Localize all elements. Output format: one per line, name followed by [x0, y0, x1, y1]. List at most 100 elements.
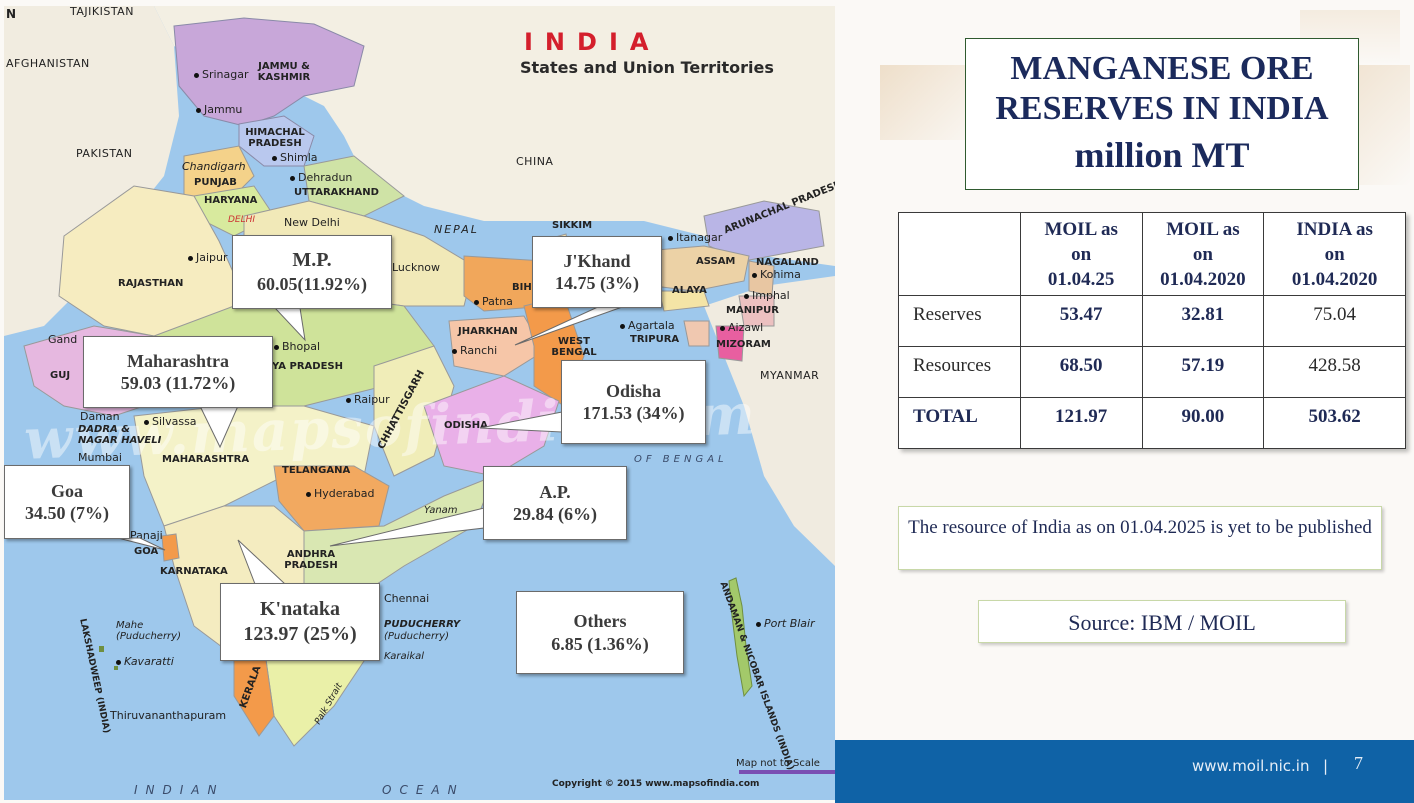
- goa-pointer: [117, 537, 166, 551]
- callout-mp: M.P. 60.05(11.92%): [232, 235, 392, 309]
- label-kohima: Kohima: [752, 268, 801, 281]
- label-madhya-pradesh: YA PRADESH: [272, 361, 343, 372]
- callout-goa-value: 34.50 (7%): [25, 503, 109, 523]
- label-odisha: ODISHA: [444, 420, 488, 431]
- table-row: TOTAL 121.97 90.00 503.62: [898, 397, 1406, 449]
- label-mahe: Mahe (Puducherry): [116, 620, 181, 642]
- label-manipur: MANIPUR: [726, 305, 779, 316]
- label-goa: GOA: [134, 546, 159, 557]
- label-bhopal: Bhopal: [274, 340, 320, 353]
- state-uttarakhand: [303, 155, 405, 217]
- slide-title-box: MANGANESE ORE RESERVES IN INDIA million …: [965, 38, 1359, 190]
- cell-value: 90.00: [1141, 397, 1265, 449]
- label-punjab: PUNJAB: [194, 177, 237, 188]
- map-copyright: Copyright © 2015 www.mapsofindia.com: [552, 779, 760, 789]
- label-karaikal: Karaikal: [384, 651, 425, 662]
- source-text: Source: IBM / MOIL: [1068, 610, 1256, 635]
- row-label-reserves: Reserves: [898, 295, 1021, 347]
- label-tripura: TRIPURA: [630, 334, 680, 345]
- callout-others-name: Others: [573, 611, 627, 631]
- footer-url-link[interactable]: www.moil.nic.in: [1192, 757, 1310, 775]
- label-indian-ocean-1: INDIAN: [134, 783, 225, 797]
- label-telangana: TELANGANA: [282, 465, 351, 476]
- lakshadweep-islands: [99, 646, 118, 670]
- cell-value: 32.81: [1141, 295, 1265, 347]
- label-myanmar: MYANMAR: [760, 369, 820, 382]
- page-number: 7: [1354, 753, 1363, 773]
- callout-maharashtra-value: 59.03 (11.72%): [120, 373, 236, 393]
- row-label-resources: Resources: [898, 346, 1021, 398]
- table-header-moil-2020: MOIL as on 01.04.2020: [1141, 212, 1265, 296]
- state-meghalaya: [658, 290, 710, 312]
- label-shimla: Shimla: [272, 151, 318, 164]
- label-puducherry: PUDUCHERRY: [384, 619, 461, 630]
- state-arunachal: [703, 200, 825, 262]
- label-hyderabad: Hyderabad: [306, 487, 375, 500]
- neighbour-land-north: [4, 6, 835, 266]
- cell-value: 503.62: [1263, 397, 1406, 449]
- header-line: INDIA as: [1296, 218, 1373, 240]
- label-itanagar: Itanagar: [668, 231, 722, 244]
- header-line: 01.04.25: [1047, 268, 1115, 290]
- label-pakistan: PAKISTAN: [76, 147, 133, 160]
- footer-bar: [835, 740, 1414, 803]
- ap-pointer: [329, 507, 485, 547]
- callout-mp-value: 60.05(11.92%): [257, 274, 367, 295]
- label-daman: Daman: [80, 410, 120, 423]
- label-mizoram: MIZORAM: [716, 339, 771, 350]
- callout-jkhand: J'Khand 14.75 (3%): [532, 236, 662, 308]
- header-line: on: [1071, 243, 1092, 265]
- label-bay-of-bengal: OF BENGAL: [634, 454, 728, 465]
- map-scale-note: Map not to Scale: [736, 758, 820, 769]
- odisha-pointer: [479, 411, 563, 433]
- label-bihar: BIH: [512, 282, 532, 293]
- label-dadra: DADRA & NAGAR HAVELI: [78, 424, 162, 446]
- footer-separator: |: [1323, 757, 1329, 775]
- callout-ap: A.P. 29.84 (6%): [483, 466, 627, 540]
- callout-maharashtra-name: Maharashtra: [127, 350, 229, 371]
- slide-title-line2: RESERVES IN INDIA: [995, 90, 1329, 127]
- label-maharashtra: MAHARASHTRA: [162, 454, 250, 465]
- callout-jkhand-name: J'Khand: [563, 250, 631, 271]
- label-patna: Patna: [474, 295, 513, 308]
- label-indian-ocean-2: OCEAN: [382, 783, 465, 797]
- label-nagaland: NAGALAND: [756, 257, 819, 268]
- label-port-blair: Port Blair: [756, 617, 815, 630]
- label-mumbai: Mumbai: [78, 451, 122, 464]
- header-line: MOIL as: [1044, 218, 1118, 240]
- table-header-india-2020: INDIA as on 01.04.2020: [1263, 212, 1406, 296]
- callout-jkhand-value: 14.75 (3%): [555, 273, 639, 293]
- table-header-empty: [898, 212, 1021, 296]
- label-himachal: HIMACHAL PRADESH: [245, 127, 305, 149]
- header-line: on: [1324, 243, 1345, 265]
- label-west-bengal: WEST BENGAL: [551, 336, 597, 358]
- cell-value: 121.97: [1019, 397, 1143, 449]
- header-line: 01.04.2020: [1291, 268, 1378, 290]
- label-silvassa: Silvassa: [144, 415, 197, 428]
- callout-knataka-value: 123.97 (25%): [243, 623, 357, 645]
- maharashtra-pointer: [199, 405, 239, 449]
- label-chandigarh: Chandigarh: [182, 160, 246, 173]
- cell-value: 53.47: [1019, 295, 1143, 347]
- row-label-total: TOTAL: [898, 397, 1021, 449]
- label-thiruvananthapuram: Thiruvananthapuram: [110, 709, 227, 722]
- label-chennai: Chennai: [384, 592, 430, 605]
- label-karnataka: KARNATAKA: [160, 566, 228, 577]
- label-puducherry-city: (Puducherry): [384, 631, 449, 642]
- label-gujarat: GUJ: [50, 370, 71, 381]
- callout-odisha-name: Odisha: [605, 380, 662, 401]
- callout-knataka-name: K'nataka: [259, 598, 341, 620]
- andaman-islands: [728, 577, 753, 698]
- table-row: Reserves 53.47 32.81 75.04: [898, 295, 1406, 347]
- header-line: on: [1192, 243, 1213, 265]
- callout-goa-name: Goa: [50, 480, 83, 501]
- neighbour-land-west: [4, 6, 179, 336]
- cell-value: 428.58: [1263, 346, 1406, 398]
- note-box: The resource of India as on 01.04.2025 i…: [898, 506, 1382, 570]
- knataka-pointer: [237, 539, 287, 585]
- callout-odisha-value: 171.53 (34%): [582, 403, 685, 423]
- callout-odisha: Odisha 171.53 (34%): [561, 360, 706, 444]
- label-aizawl: Aizawl: [720, 321, 763, 334]
- callout-ap-value: 29.84 (6%): [513, 504, 597, 524]
